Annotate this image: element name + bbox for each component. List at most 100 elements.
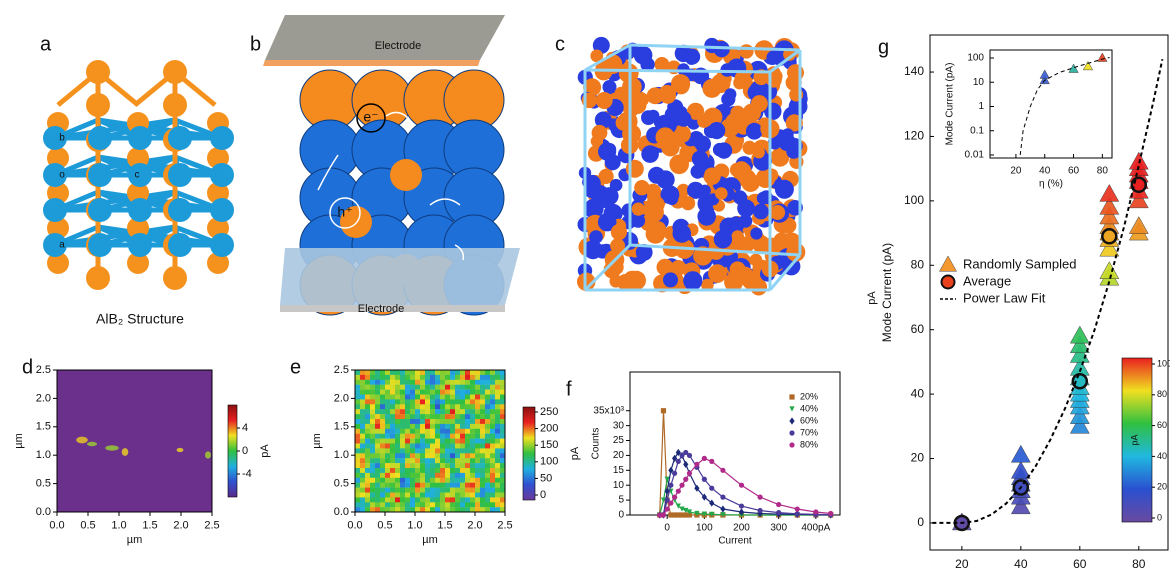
map-cell [445,394,451,400]
map-cell [405,414,411,420]
map-cell [400,443,406,449]
marker [757,507,763,514]
map-cell [400,507,406,513]
map-spot [86,441,98,447]
map-cell [490,502,496,508]
cube-edge [629,43,801,52]
map-cell [430,370,436,376]
map-cell [365,448,371,454]
y-tick-label: 140 [904,64,924,78]
map-cell [370,399,376,405]
map-cell [380,384,386,390]
y-tick-label: 10 [613,480,625,491]
y-tick-label: 0.01 [965,150,985,161]
map-cell [450,370,456,376]
marker [709,485,715,491]
map-cell [440,399,446,405]
map-cell [380,497,386,503]
map-cell [395,414,401,420]
map-cell [385,507,391,513]
map-cell [385,370,391,376]
boron-atom [127,182,149,204]
x-tick-label: 0.5 [377,520,392,532]
map-cell [430,463,436,469]
sphere [749,80,770,101]
map-cell [410,497,416,503]
bond [97,224,223,248]
sphere [622,77,642,97]
map-cell [460,438,466,444]
sphere [704,37,720,54]
map-cell [460,433,466,439]
map-cell [470,492,476,498]
map-cell [450,448,456,454]
map-cell [465,384,471,390]
map-cell [415,438,421,444]
map-cell [390,423,396,429]
map-cell [365,502,371,508]
map-cell [375,384,381,390]
map-cell [415,443,421,449]
map-cell [460,472,466,478]
map-cell [375,404,381,410]
map-cell [365,487,371,493]
y-tick-label: 30 [613,420,625,431]
map-cell [445,423,451,429]
map-cell [390,379,396,385]
map-cell [430,453,436,459]
map-cell [450,477,456,483]
colorbar-tick-label: 150 [540,439,558,451]
y-tick-label: 1 [978,101,984,112]
sphere [725,113,743,131]
map-cell [465,389,471,395]
map-cell [485,492,491,498]
map-cell [360,433,366,439]
map-cell [375,370,381,376]
map-cell [495,458,501,464]
map-cell [485,468,491,474]
map-cell [360,448,366,454]
map-cell [415,394,421,400]
map-cell [400,453,406,459]
lattice-label: b [59,133,65,144]
map-cell [490,394,496,400]
map-cell [475,502,481,508]
map-cell [355,399,361,405]
map-cell [380,438,386,444]
map-cell [470,497,476,503]
sphere [690,164,705,179]
map-cell [370,487,376,493]
map-cell [405,487,411,493]
map-cell [410,468,416,474]
map-cell [405,468,411,474]
colorbar-label: pA [1129,434,1139,445]
map-cell [485,409,491,415]
map-cell [355,438,361,444]
sphere [788,97,808,116]
sphere [712,142,727,157]
map-cell [360,487,366,493]
aluminum-atom [88,233,112,257]
colorbar-tick-label: 40 [1157,451,1167,461]
map-cell [470,482,476,488]
map-cell [425,414,431,420]
map-cell [370,428,376,434]
map-cell [440,438,446,444]
map-cell [370,389,376,395]
map-cell [405,453,411,459]
map-cell [370,443,376,449]
map-spot [176,447,184,453]
map-cell [400,438,406,444]
map-cell [420,497,426,503]
map-cell [405,438,411,444]
map-cell [430,414,436,420]
map-cell [465,438,471,444]
map-cell [460,419,466,425]
map-cell [410,428,416,434]
map-cell [420,419,426,425]
map-cell [485,389,491,395]
map-cell [380,414,386,420]
map-cell [385,497,391,503]
y-tick-label: 2.0 [334,392,349,404]
map-cell [380,482,386,488]
